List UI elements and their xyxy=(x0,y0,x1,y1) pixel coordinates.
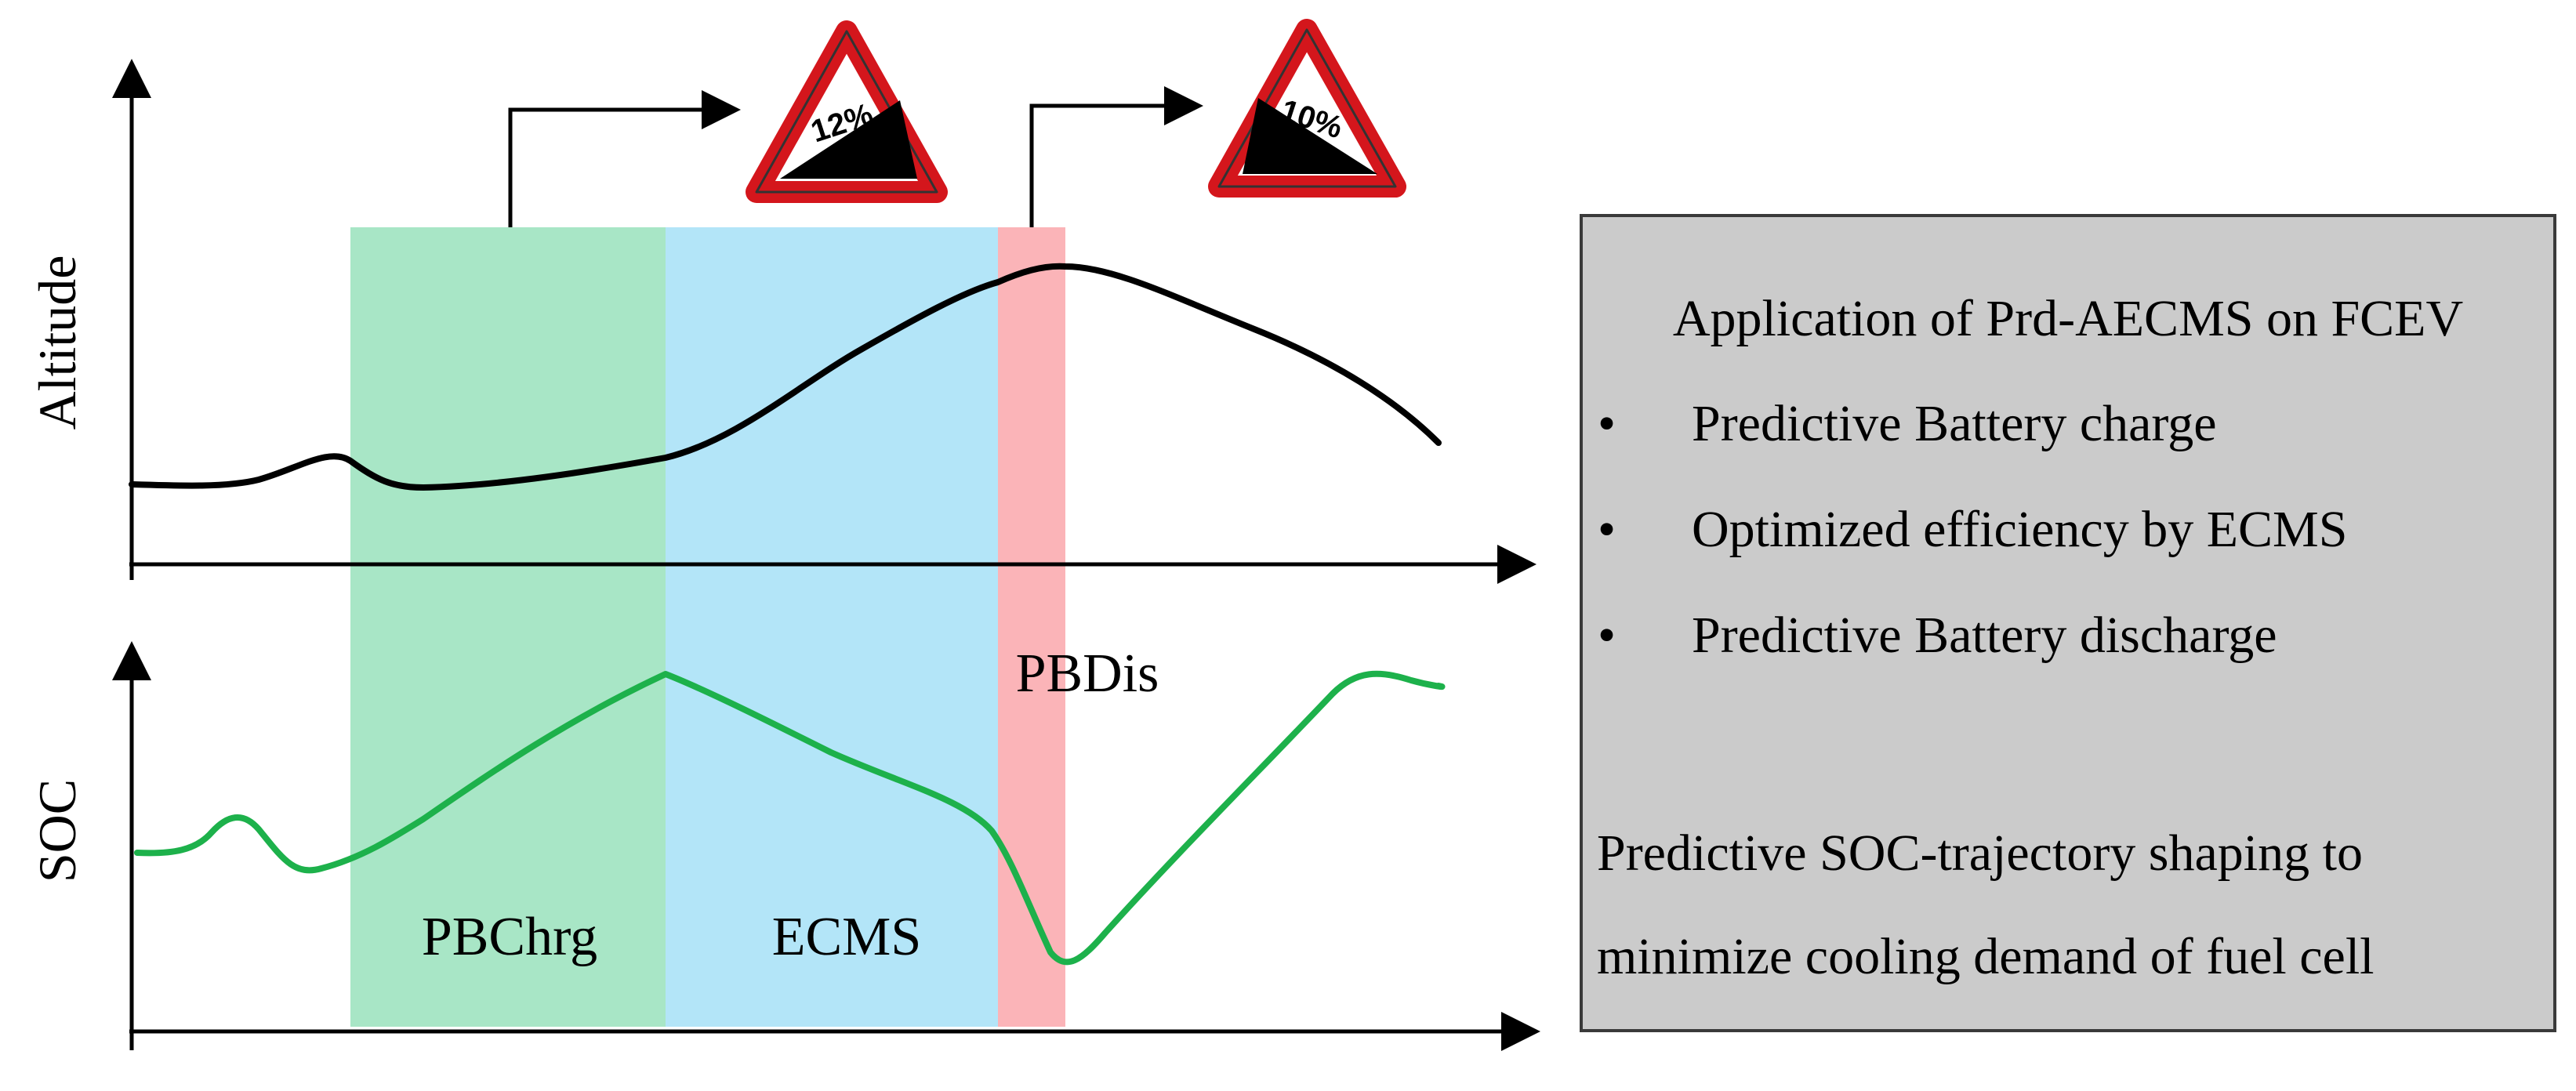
grade-10-callout-arrow xyxy=(1029,86,1203,227)
charge-band xyxy=(350,227,666,1027)
info-panel: Application of Prd-AECMS on FCEV • Predi… xyxy=(1580,214,2556,1032)
soc-curve xyxy=(134,670,1446,966)
ecms-band xyxy=(666,227,998,1027)
bullet-marker: • xyxy=(1598,395,1616,452)
bullet-marker: • xyxy=(1598,607,1616,664)
ecms-band-label: ECMS xyxy=(772,907,922,967)
bullet-item-3: Predictive Battery discharge xyxy=(1692,607,2277,664)
summary-line-1: Predictive SOC-trajectory shaping to xyxy=(1597,825,2363,882)
altitude-axis-label: Altitude xyxy=(27,256,87,430)
bullet-marker: • xyxy=(1598,501,1616,558)
summary-line-2: minimize cooling demand of fuel cell xyxy=(1597,928,2375,985)
charge-band-label: PBChrg xyxy=(422,907,597,967)
bullet-item-2: Optimized efficiency by ECMS xyxy=(1692,501,2347,558)
discharge-band-label: PBDis xyxy=(1016,643,1159,704)
grade-12-callout-arrow xyxy=(508,90,741,227)
downhill-grade-warning-sign-icon: 10% xyxy=(1208,19,1406,198)
info-panel-title: Application of Prd-AECMS on FCEV xyxy=(1673,290,2463,347)
bullet-item-1: Predictive Battery charge xyxy=(1692,395,2217,452)
altitude-curve xyxy=(129,263,1442,491)
uphill-grade-warning-sign-icon: 12% xyxy=(746,20,948,203)
soc-axis-label: SOC xyxy=(27,779,87,883)
discharge-band xyxy=(998,227,1065,1027)
